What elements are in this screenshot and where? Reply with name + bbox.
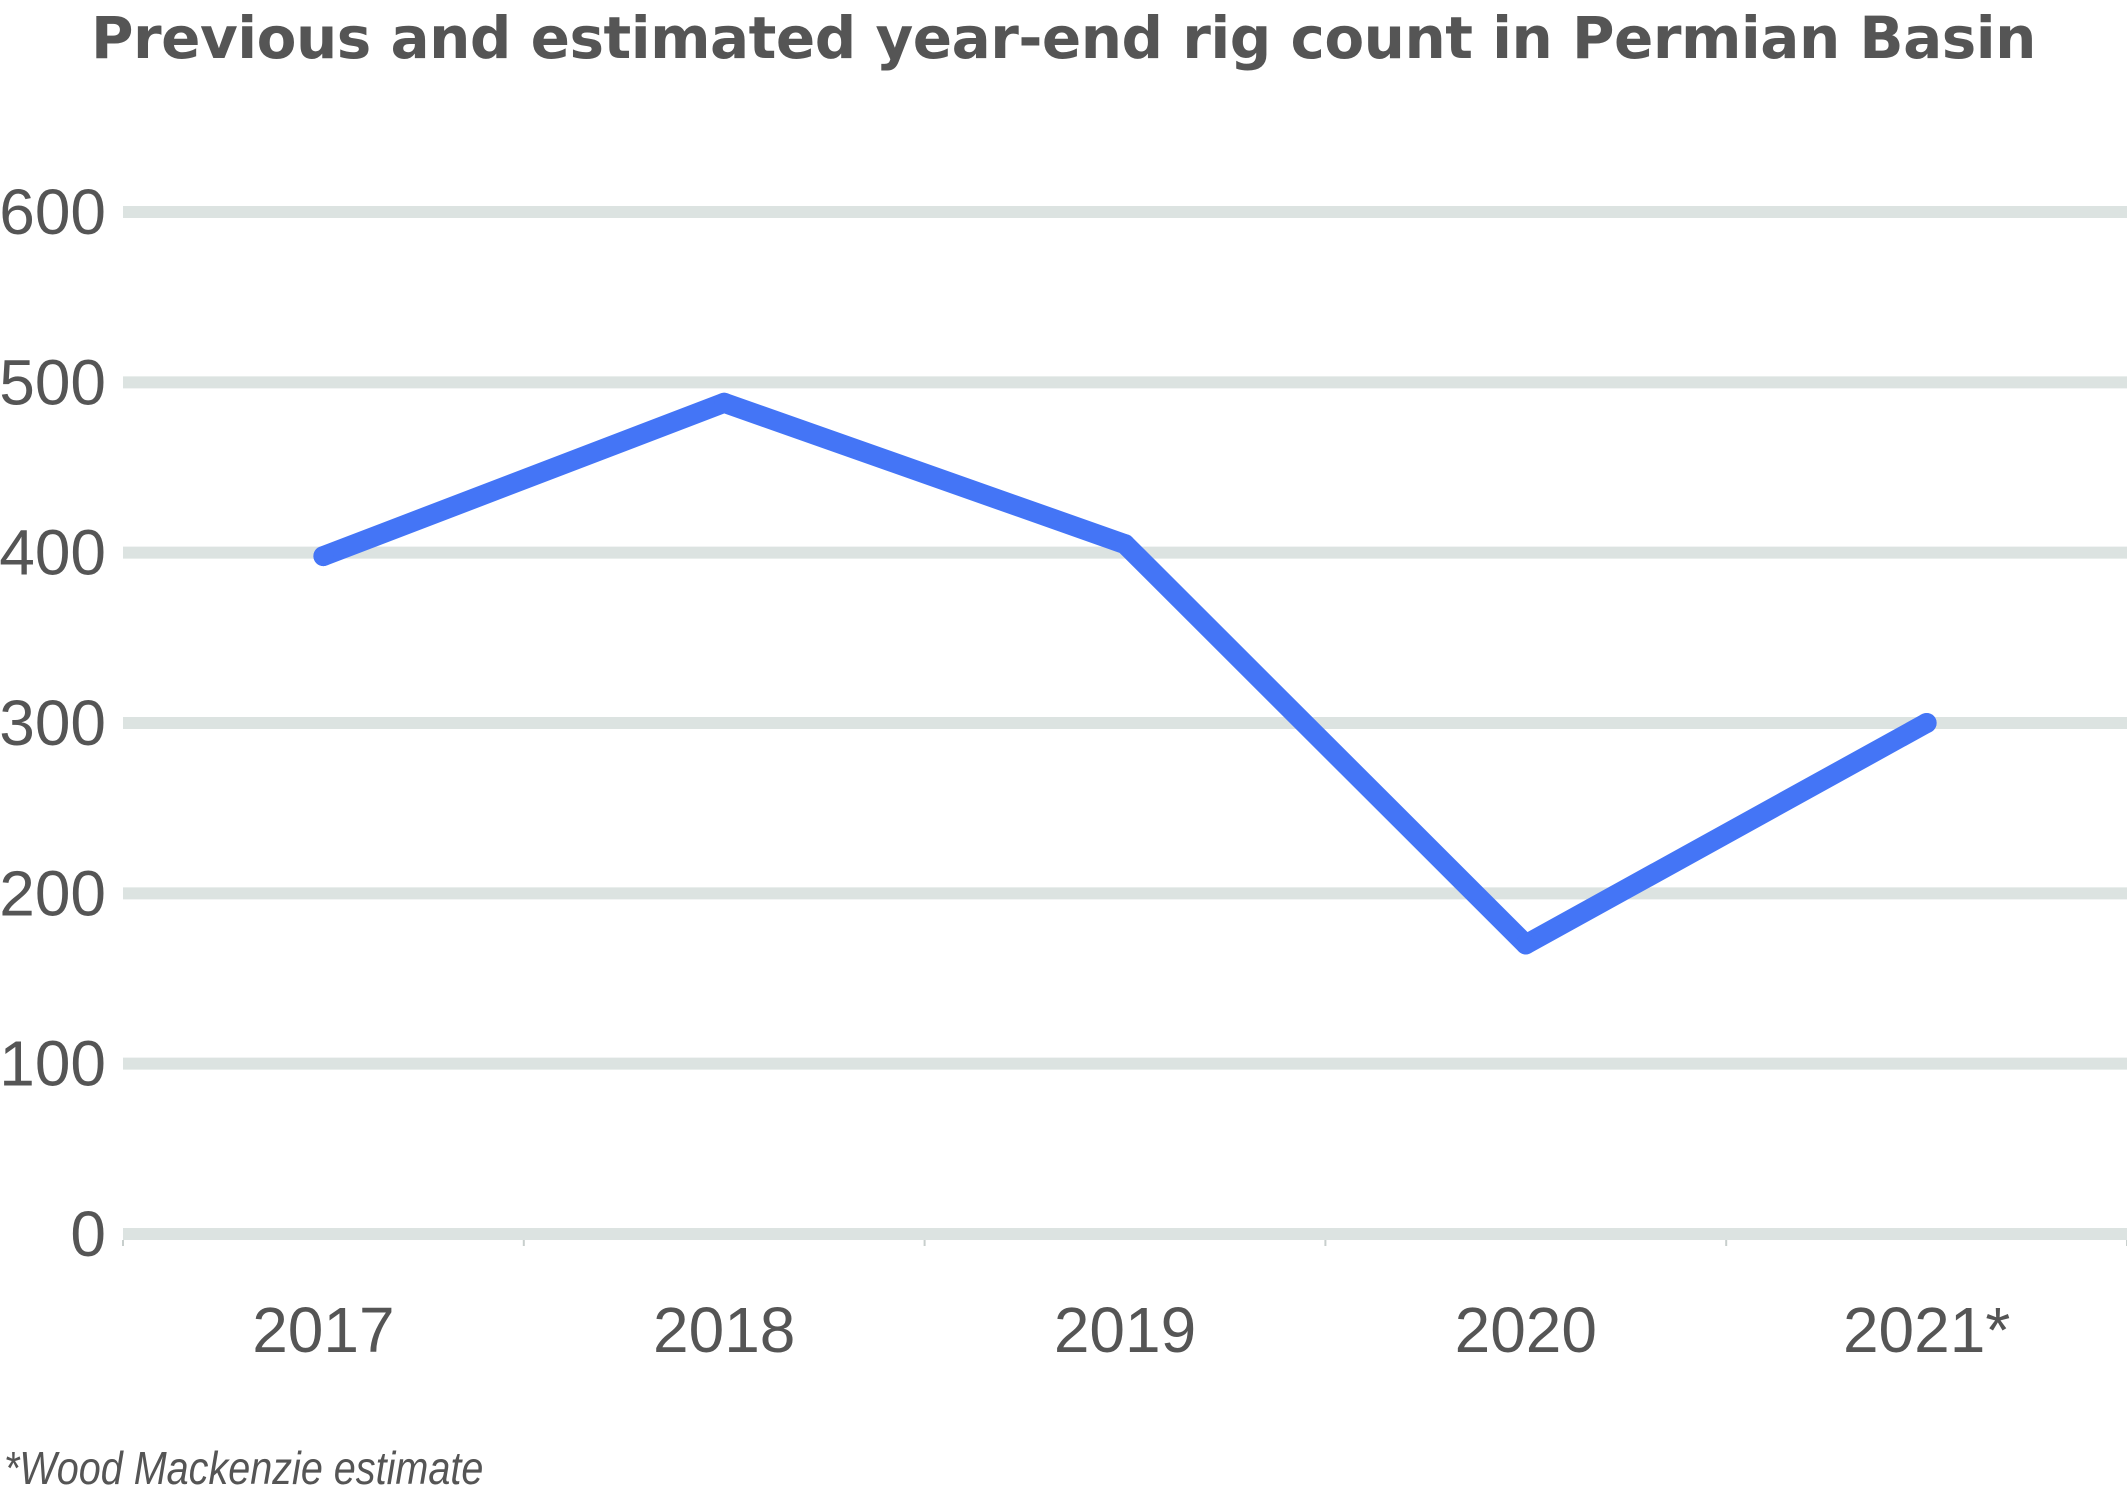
y-tick-label: 600: [0, 176, 106, 248]
y-axis-tick-labels: 0 100 200 300 400 500 600: [0, 176, 106, 1270]
x-tick-label: 2020: [1455, 1294, 1597, 1366]
data-point: [714, 392, 735, 413]
series-line: [313, 392, 1937, 955]
y-tick-label: 100: [0, 1028, 106, 1100]
y-tick-label: 0: [70, 1198, 106, 1270]
x-tick-label: 2021*: [1843, 1294, 2010, 1366]
x-axis-tick-marks: [122, 1240, 2127, 1246]
x-tick-label: 2019: [1054, 1294, 1196, 1366]
y-tick-label: 400: [0, 517, 106, 589]
data-point: [313, 546, 334, 567]
data-point: [1515, 934, 1536, 955]
y-tick-label: 300: [0, 687, 106, 759]
x-tick-label: 2017: [252, 1294, 394, 1366]
y-tick-label: 200: [0, 857, 106, 929]
data-point: [1115, 534, 1135, 555]
x-axis-tick-labels: 2017 2018 2019 2020 2021*: [252, 1294, 2010, 1366]
footnote: *Wood Mackenzie estimate: [4, 1442, 484, 1494]
x-tick-label: 2018: [653, 1294, 795, 1366]
gridlines: [123, 206, 2127, 1240]
y-tick-label: 500: [0, 346, 106, 418]
series-layer: [313, 392, 1937, 955]
data-point: [1916, 713, 1937, 733]
chart-title: Previous and estimated year-end rig coun…: [91, 4, 2036, 72]
